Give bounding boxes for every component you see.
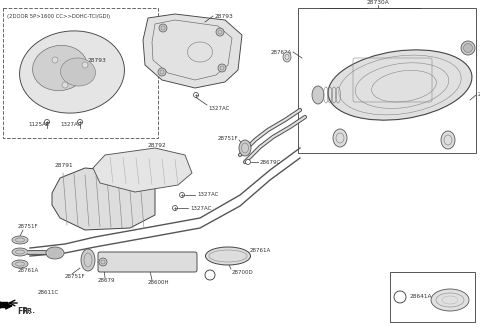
Circle shape	[205, 270, 215, 280]
Ellipse shape	[283, 52, 291, 62]
Ellipse shape	[461, 41, 475, 55]
Text: (2DOOR 5P>1600 CC>>DOHC-TCI/GDI): (2DOOR 5P>1600 CC>>DOHC-TCI/GDI)	[7, 14, 110, 19]
Text: 28762A: 28762A	[478, 93, 480, 97]
Ellipse shape	[12, 236, 28, 244]
Circle shape	[394, 291, 406, 303]
Polygon shape	[143, 14, 242, 88]
Text: 28641A: 28641A	[410, 295, 432, 300]
FancyArrow shape	[0, 301, 8, 308]
Text: 28791: 28791	[55, 163, 73, 168]
Circle shape	[99, 258, 107, 266]
Text: 28700D: 28700D	[232, 269, 254, 274]
Text: 28679C: 28679C	[260, 160, 281, 164]
Ellipse shape	[239, 140, 251, 156]
Text: 28751F: 28751F	[217, 135, 238, 141]
Ellipse shape	[20, 31, 124, 113]
Text: 28793: 28793	[215, 14, 234, 19]
Text: 1327AC: 1327AC	[190, 205, 211, 211]
Text: 28761A: 28761A	[250, 248, 271, 252]
Text: 28792: 28792	[148, 143, 167, 148]
Ellipse shape	[12, 260, 28, 268]
Ellipse shape	[328, 50, 472, 120]
Text: FR.: FR.	[17, 307, 31, 316]
Circle shape	[52, 57, 58, 63]
Text: 1327AC: 1327AC	[208, 106, 229, 111]
Circle shape	[77, 119, 83, 125]
Text: 28611C: 28611C	[38, 289, 59, 295]
Text: 1327AC: 1327AC	[60, 122, 82, 127]
Text: 28762A: 28762A	[271, 49, 292, 55]
Ellipse shape	[333, 129, 347, 147]
Circle shape	[172, 205, 178, 211]
Text: 1125AE: 1125AE	[28, 122, 49, 127]
Text: A: A	[398, 295, 402, 300]
Ellipse shape	[312, 86, 324, 104]
FancyBboxPatch shape	[98, 252, 197, 272]
Text: 28761A: 28761A	[18, 267, 39, 272]
Circle shape	[159, 24, 167, 32]
Circle shape	[216, 28, 224, 36]
Ellipse shape	[46, 247, 64, 259]
Text: 28679: 28679	[98, 279, 116, 284]
Circle shape	[180, 193, 184, 198]
Circle shape	[193, 93, 199, 97]
Text: FR.: FR.	[22, 308, 35, 314]
Circle shape	[158, 68, 166, 76]
Text: 28793: 28793	[88, 58, 107, 62]
Circle shape	[45, 119, 49, 125]
Text: A: A	[208, 272, 212, 278]
Text: 1327AC: 1327AC	[197, 193, 218, 198]
Text: 28751F: 28751F	[65, 274, 85, 280]
Circle shape	[245, 160, 251, 164]
Ellipse shape	[12, 248, 28, 256]
Ellipse shape	[205, 247, 251, 265]
Bar	[390, 272, 475, 322]
Ellipse shape	[464, 43, 472, 53]
Ellipse shape	[33, 45, 87, 91]
Polygon shape	[52, 168, 155, 230]
Bar	[3, 8, 158, 138]
Polygon shape	[93, 148, 192, 192]
Ellipse shape	[441, 131, 455, 149]
Text: 28730A: 28730A	[367, 0, 389, 5]
Ellipse shape	[60, 58, 96, 86]
Text: 28600H: 28600H	[148, 281, 169, 285]
Circle shape	[218, 64, 226, 72]
Circle shape	[82, 62, 88, 68]
Circle shape	[62, 82, 68, 88]
Ellipse shape	[431, 289, 469, 311]
Text: 28751F: 28751F	[18, 225, 38, 230]
Bar	[298, 8, 476, 153]
Ellipse shape	[81, 249, 95, 271]
